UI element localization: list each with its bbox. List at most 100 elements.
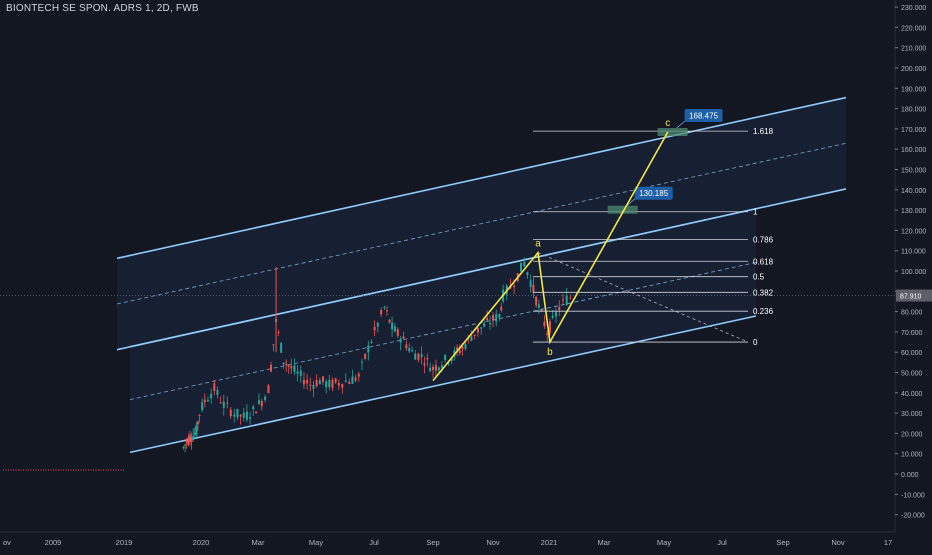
candle-body xyxy=(456,347,459,351)
candle-body xyxy=(364,353,367,359)
candle-body xyxy=(386,310,389,312)
candle-body xyxy=(272,344,275,346)
x-tick-label: Sep xyxy=(426,538,439,547)
candle-body xyxy=(532,284,535,293)
candle-body xyxy=(498,314,501,318)
candle-body xyxy=(195,425,198,436)
candle-body xyxy=(423,363,426,366)
x-tick-label: Nov xyxy=(831,538,845,547)
candle-body xyxy=(405,344,408,349)
candle-body xyxy=(461,346,464,349)
candle-body xyxy=(203,399,206,403)
candle-body xyxy=(486,318,489,321)
candle-body xyxy=(432,366,434,371)
candle-body xyxy=(414,353,417,360)
candle-body xyxy=(470,336,473,341)
y-tick-label: 50.000 xyxy=(901,371,923,378)
y-tick-label: 130.000 xyxy=(901,208,926,215)
x-tick-label: 2021 xyxy=(541,538,558,547)
candle-body xyxy=(216,390,219,395)
y-tick-label: 120.000 xyxy=(901,228,926,235)
candle-body xyxy=(473,334,476,336)
candle-body xyxy=(337,382,340,386)
waves-layer: a b c xyxy=(432,118,749,382)
candle-body xyxy=(348,381,351,384)
candle-body xyxy=(447,362,450,364)
y-tick-label: 180.000 xyxy=(901,107,926,114)
candle-body xyxy=(444,354,447,360)
candle-body xyxy=(565,295,568,305)
projection-dashed-line xyxy=(537,252,749,343)
candle-body xyxy=(187,437,190,445)
y-tick-label: 30.000 xyxy=(901,411,923,418)
candle-body xyxy=(569,297,572,299)
candle-body xyxy=(380,310,383,315)
channel-lower-inner xyxy=(129,315,757,454)
candle-body xyxy=(411,350,414,352)
candle-body xyxy=(341,384,344,388)
candle-body xyxy=(249,417,252,419)
channel-upper-inner xyxy=(129,207,757,348)
y-tick-label: -20.000 xyxy=(901,513,925,520)
candle-body xyxy=(417,353,420,360)
y-tick-label: 10.000 xyxy=(901,452,923,459)
fib-level-label: 0 xyxy=(753,338,758,347)
candle-body xyxy=(210,393,213,399)
x-tick-label: Mar xyxy=(598,538,611,547)
candle-body xyxy=(429,367,432,372)
candle-body xyxy=(185,440,188,443)
wave-label-a: a xyxy=(535,239,541,250)
candle-body xyxy=(236,408,239,418)
candle-body xyxy=(376,322,379,327)
x-tick-label: May xyxy=(309,538,323,547)
candle-body xyxy=(264,396,267,401)
candle-body xyxy=(393,326,396,332)
candle-body xyxy=(437,367,440,371)
candle-body xyxy=(285,363,288,365)
candle-body xyxy=(222,401,225,408)
candle-body xyxy=(523,262,526,267)
target-label-2: 168.475 xyxy=(689,111,718,120)
y-tick-label: 200.000 xyxy=(901,66,926,73)
candle-body xyxy=(492,315,494,321)
channel-fill-inner xyxy=(130,208,756,453)
candle-body xyxy=(526,272,529,276)
candle-body xyxy=(257,400,260,404)
candle-body xyxy=(287,365,290,367)
candle-body xyxy=(480,327,483,329)
candle-body xyxy=(213,383,216,391)
y-tick-label: 20.000 xyxy=(901,431,923,438)
candle-body xyxy=(351,376,354,384)
wave-path xyxy=(432,131,669,382)
candle-body xyxy=(318,380,321,385)
candle-body xyxy=(245,411,248,420)
x-tick-label: 2019 xyxy=(116,538,133,547)
candle-body xyxy=(306,380,309,384)
candle-body xyxy=(290,366,293,369)
candle-body xyxy=(402,336,405,339)
channel-mid-inner xyxy=(129,261,757,400)
candle-body xyxy=(293,365,296,372)
candle-body xyxy=(280,342,283,353)
fib-layer: 0 0.236 0.382 0.5 0.618 0.786 1 1.618 130.185 168… xyxy=(0,108,895,347)
candle-body xyxy=(192,436,195,441)
x-tick-label: 17 xyxy=(884,538,892,547)
candle-body xyxy=(543,321,546,327)
candle-body xyxy=(255,411,258,414)
y-tick-label: 80.000 xyxy=(901,310,923,317)
candle-body xyxy=(391,322,394,330)
candle-body xyxy=(226,402,229,404)
candle-body xyxy=(529,280,532,287)
x-tick-label: Mar xyxy=(252,538,265,547)
candle-body xyxy=(464,344,467,349)
y-tick-label: 110.000 xyxy=(901,249,926,256)
candle-body xyxy=(193,432,196,435)
candle-body xyxy=(299,370,302,377)
y-tick-label: 230.000 xyxy=(901,5,926,12)
candle-body xyxy=(219,402,222,404)
candle-body xyxy=(189,435,192,442)
current-price-badge xyxy=(896,289,932,302)
y-tick-label: -10.000 xyxy=(901,492,925,499)
